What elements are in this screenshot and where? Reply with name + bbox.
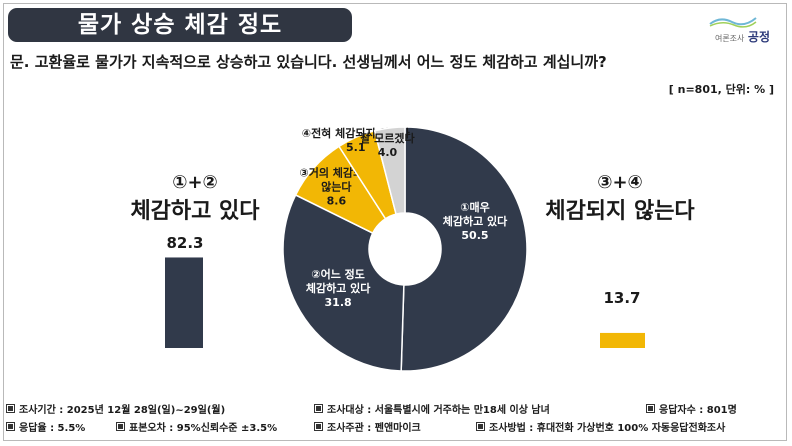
slice-value-label-2: 31.8: [325, 296, 352, 309]
footer-row-2: 응답율 : 5.5% 표본오차 : 95%신뢰수준 ±3.5% 조사주관 : 펜…: [6, 419, 786, 437]
donut-slice-2: [282, 193, 405, 372]
donut-slice-5: [373, 126, 406, 216]
summary-bar-1: [165, 257, 203, 348]
footer-method: 조사방법 : 휴대전화 가상번호 100% 자동응답전화조사: [476, 419, 725, 434]
slide-frame: [3, 3, 787, 441]
footer-period: 조사기간 : 2025년 12월 28일(일)~29일(월): [6, 401, 225, 416]
right-group-num: ③+④: [597, 172, 643, 193]
footer-row-1: 조사기간 : 2025년 12월 28일(일)~29일(월) 조사대상 : 서울…: [6, 401, 786, 419]
logo-small-text: 여론조사: [714, 34, 745, 43]
sample-note: [ n=801, 단위: % ]: [668, 83, 774, 96]
left-group-text: 체감하고 있다: [130, 199, 260, 224]
right-group-text: 체감되지 않는다: [545, 199, 695, 224]
footer-target: 조사대상 : 서울특별시에 거주하는 만18세 이상 남녀: [314, 401, 550, 416]
summary-bar-2: [600, 332, 645, 348]
slice-label-1: 체감하고 있다: [443, 214, 508, 228]
slice-value-label-5: 4.0: [378, 146, 398, 159]
donut-slice-1: [400, 126, 528, 372]
slice-value-label-3: 8.6: [327, 195, 347, 208]
pollster-logo: 여론조사 공정: [700, 12, 770, 45]
slice-value-label-1: 50.5: [461, 229, 488, 242]
logo-wave-icon: [709, 17, 757, 28]
slice-label-2: ②어느 정도: [311, 267, 365, 281]
right-group-label: ③+④ 체감되지 않는다: [520, 172, 720, 225]
page-title: 물가 상승 체감 정도: [8, 8, 352, 42]
slice-value-label-4: 5.1: [346, 141, 366, 154]
footer-sponsor: 조사주관 : 펜앤마이크: [314, 419, 421, 434]
left-group-label: ①+② 체감하고 있다: [95, 172, 295, 225]
footer-margin: 표본오차 : 95%신뢰수준 ±3.5%: [116, 419, 277, 434]
slice-label-2: 체감하고 있다: [306, 281, 371, 295]
survey-question: 문. 고환율로 물가가 지속적으로 상승하고 있습니다. 선생님께서 어느 정도…: [10, 53, 607, 71]
logo-text: 여론조사 공정: [715, 28, 770, 45]
right-group-value: 13.7: [603, 289, 641, 307]
footer-respondents: 응답자수 : 801명: [646, 401, 737, 416]
footer-response-rate: 응답율 : 5.5%: [6, 419, 85, 434]
slice-label-1: ①매우: [460, 200, 490, 214]
slice-label-5: 잘 모르겠다: [360, 131, 415, 145]
slice-label-3: 않는다: [321, 180, 352, 194]
logo-brand-text: 공정: [747, 30, 770, 44]
survey-footer: 조사기간 : 2025년 12월 28일(일)~29일(월) 조사대상 : 서울…: [6, 401, 786, 437]
left-group-num: ①+②: [172, 172, 218, 193]
left-group-value: 82.3: [166, 234, 204, 252]
